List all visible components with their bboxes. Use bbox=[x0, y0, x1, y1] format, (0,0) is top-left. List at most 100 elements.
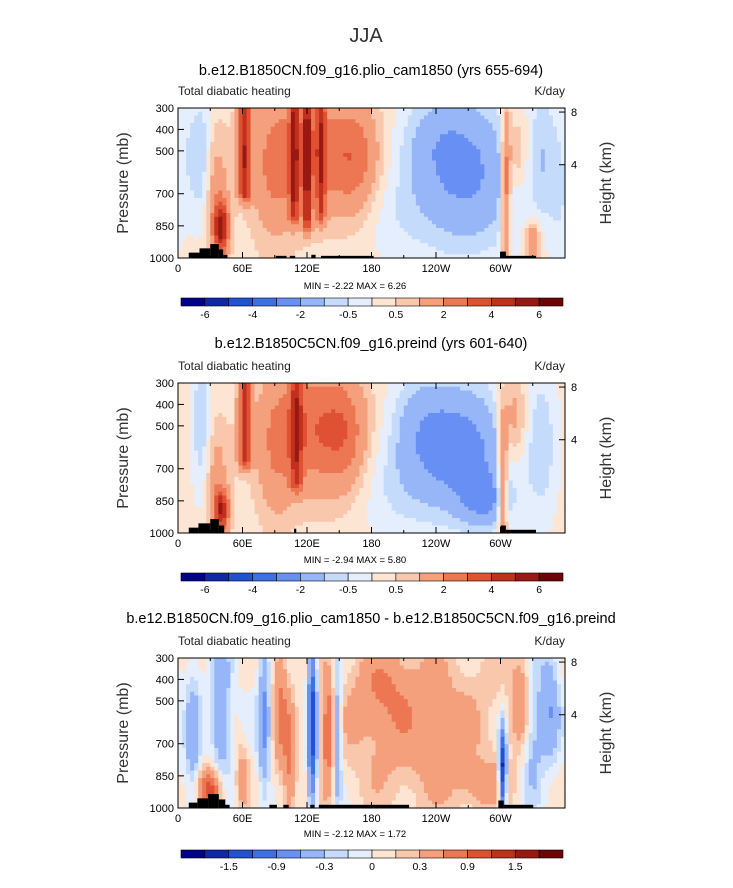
field-cell bbox=[379, 416, 385, 422]
field-cell bbox=[524, 130, 530, 135]
field-cell bbox=[367, 164, 373, 169]
field-cell bbox=[532, 171, 538, 177]
field-cell bbox=[282, 190, 288, 195]
field-cell bbox=[419, 186, 425, 192]
field-cell bbox=[548, 228, 554, 233]
field-cell bbox=[484, 198, 490, 203]
field-cell bbox=[375, 130, 381, 135]
field-cell bbox=[440, 405, 445, 410]
field-cell bbox=[178, 183, 183, 188]
field-cell bbox=[548, 115, 554, 120]
field-cell bbox=[379, 254, 385, 259]
field-cell bbox=[355, 239, 361, 244]
field-cell bbox=[286, 134, 292, 139]
field-cell bbox=[504, 156, 510, 162]
field-cell bbox=[536, 216, 542, 222]
field-cell bbox=[560, 160, 566, 165]
field-cell bbox=[178, 126, 183, 132]
field-cell bbox=[218, 153, 223, 158]
field-cell bbox=[415, 123, 421, 128]
field-cell bbox=[464, 386, 469, 392]
field-cell bbox=[500, 220, 506, 225]
field-cell bbox=[238, 179, 244, 184]
field-cell bbox=[540, 250, 546, 255]
field-cell bbox=[367, 213, 373, 218]
field-cell bbox=[536, 220, 542, 225]
field-cell bbox=[254, 390, 260, 395]
field-cell bbox=[238, 209, 244, 214]
field-cell bbox=[423, 149, 429, 154]
field-cell bbox=[250, 119, 256, 124]
field-cell bbox=[282, 115, 288, 120]
field-cell bbox=[186, 220, 191, 225]
field-cell bbox=[363, 201, 369, 207]
field-cell bbox=[524, 153, 530, 158]
field-cell bbox=[532, 198, 538, 203]
field-cell bbox=[323, 138, 328, 143]
field-cell bbox=[464, 398, 469, 403]
field-cell bbox=[331, 416, 336, 422]
field-cell bbox=[468, 119, 473, 124]
field-cell bbox=[444, 420, 449, 425]
field-cell bbox=[319, 198, 324, 203]
field-cell bbox=[476, 216, 481, 222]
field-cell bbox=[222, 190, 227, 195]
field-cell bbox=[194, 386, 199, 392]
field-cell bbox=[351, 246, 356, 252]
field-cell bbox=[238, 205, 244, 210]
field-cell bbox=[423, 390, 429, 395]
field-cell bbox=[278, 145, 284, 150]
field-cell bbox=[488, 190, 494, 195]
field-cell bbox=[311, 213, 316, 218]
field-cell bbox=[282, 123, 288, 128]
field-cell bbox=[436, 164, 441, 169]
field-cell bbox=[528, 123, 534, 128]
colorbar-label: -0.5 bbox=[339, 309, 357, 321]
field-cell bbox=[307, 209, 312, 214]
field-cell bbox=[540, 130, 546, 135]
field-cell bbox=[230, 111, 236, 117]
field-cell bbox=[339, 209, 344, 214]
field-cell bbox=[266, 126, 272, 132]
field-cell bbox=[379, 239, 385, 244]
field-cell bbox=[198, 201, 203, 207]
field-cell bbox=[242, 186, 248, 192]
field-cell bbox=[218, 111, 223, 117]
field-cell bbox=[556, 394, 562, 399]
field-cell bbox=[403, 386, 409, 392]
field-cell bbox=[339, 138, 344, 143]
field-cell bbox=[218, 216, 223, 222]
field-cell bbox=[238, 145, 244, 150]
field-cell bbox=[230, 243, 236, 248]
field-cell bbox=[552, 145, 558, 150]
field-cell bbox=[298, 134, 304, 139]
field-cell bbox=[234, 108, 240, 113]
field-cell bbox=[407, 138, 413, 143]
field-cell bbox=[323, 175, 328, 180]
field-cell bbox=[383, 405, 389, 410]
field-cell bbox=[347, 401, 352, 407]
field-cell bbox=[351, 141, 356, 147]
field-cell bbox=[391, 126, 397, 132]
field-cell bbox=[456, 239, 461, 244]
field-cell bbox=[226, 228, 232, 233]
field-cell bbox=[355, 250, 361, 255]
field-cell bbox=[440, 194, 445, 199]
field-cell bbox=[351, 153, 356, 158]
field-cell bbox=[298, 224, 304, 229]
field-cell bbox=[508, 119, 514, 124]
field-cell bbox=[351, 194, 356, 199]
field-cell bbox=[222, 239, 227, 244]
field-cell bbox=[302, 164, 308, 169]
field-cell bbox=[234, 243, 240, 248]
field-cell bbox=[319, 413, 324, 418]
field-cell bbox=[444, 168, 449, 173]
field-cell bbox=[238, 413, 244, 418]
field-cell bbox=[254, 149, 260, 154]
field-cell bbox=[484, 134, 490, 139]
field-cell bbox=[250, 201, 256, 207]
field-cell bbox=[544, 224, 550, 229]
field-cell bbox=[387, 160, 393, 165]
field-cell bbox=[298, 186, 304, 192]
field-cell bbox=[238, 243, 244, 248]
